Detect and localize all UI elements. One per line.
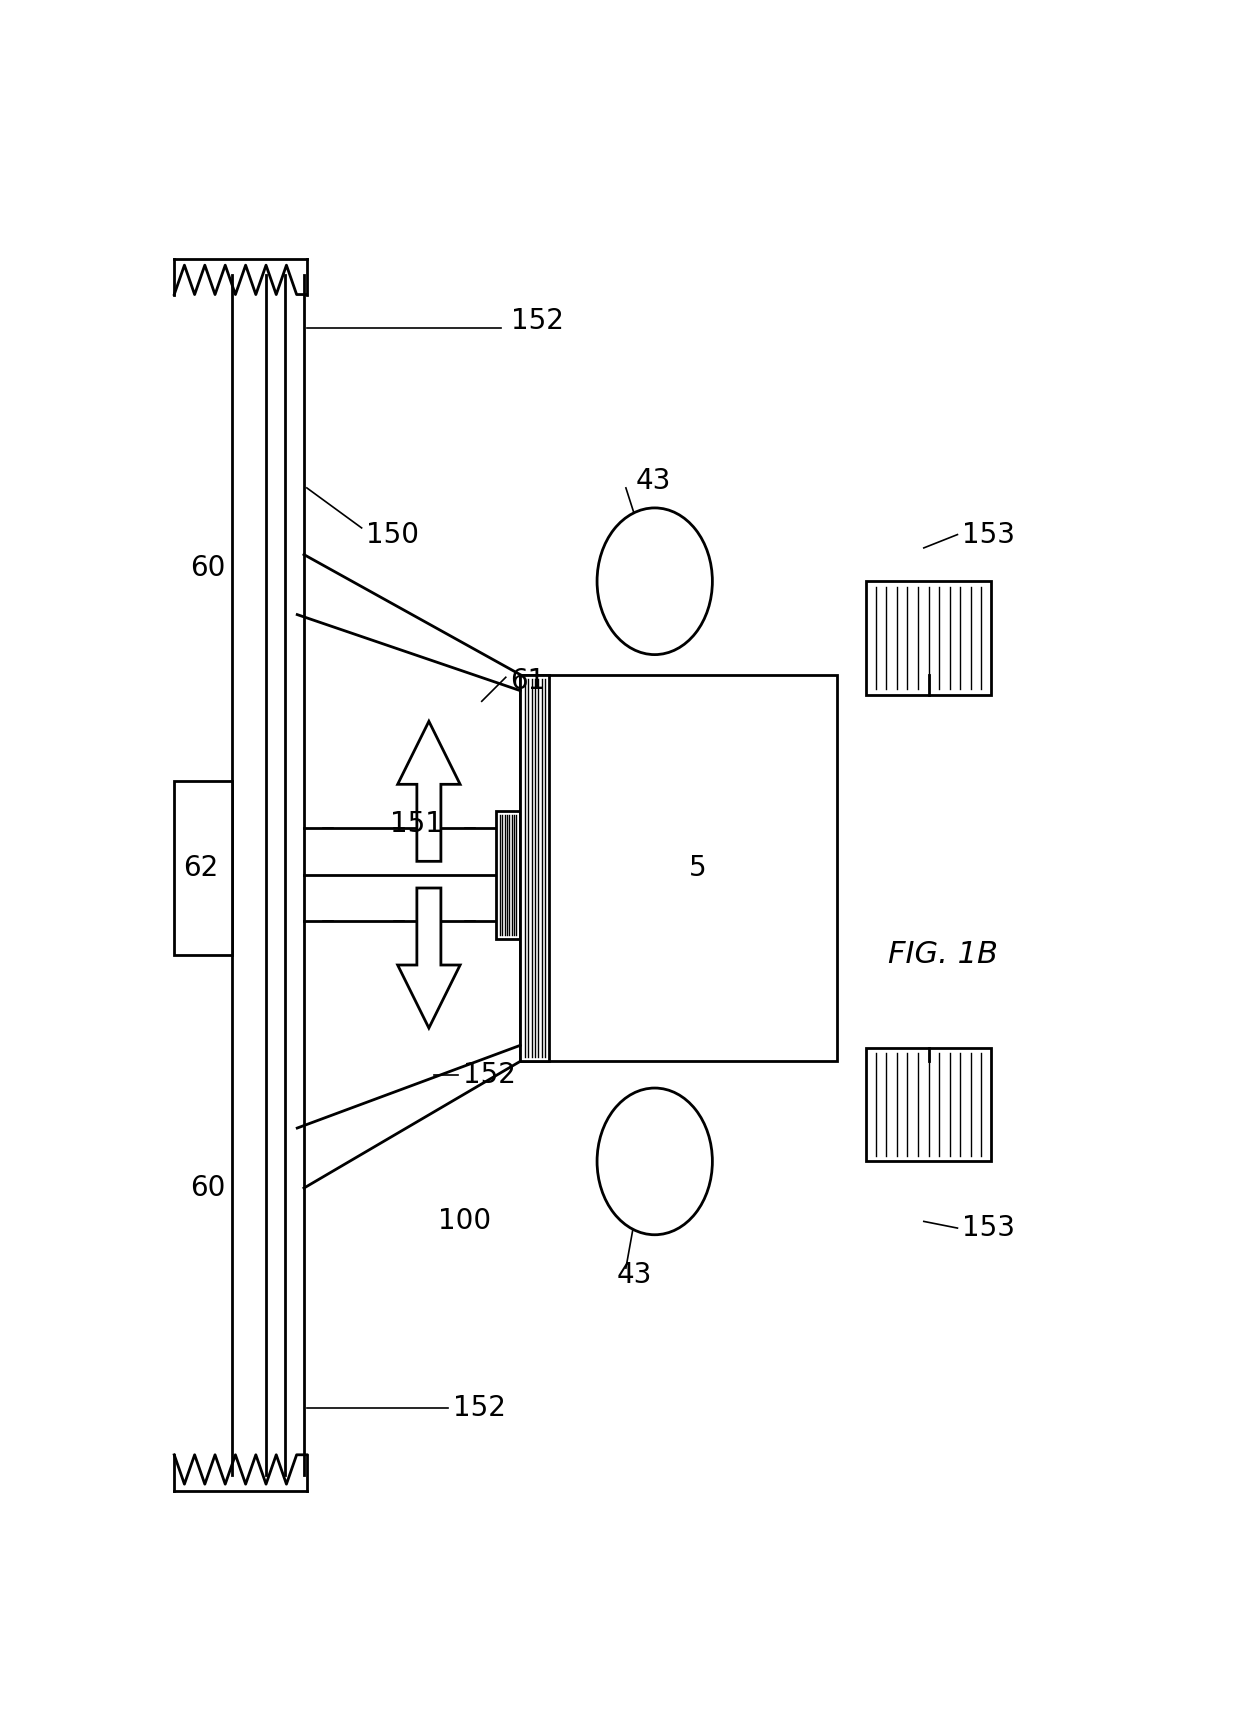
Text: 60: 60 (190, 554, 226, 582)
Text: 100: 100 (439, 1207, 491, 1235)
Text: 152: 152 (511, 307, 563, 336)
Polygon shape (398, 721, 460, 861)
Text: 60: 60 (190, 1174, 226, 1202)
Bar (174, 781, 232, 954)
Text: 62: 62 (184, 854, 218, 882)
Bar (521, 675, 549, 1062)
Ellipse shape (598, 507, 713, 655)
Text: 151: 151 (391, 811, 444, 838)
Text: FIG. 1B: FIG. 1B (888, 940, 998, 970)
Bar (866, 582, 991, 695)
Text: 153: 153 (962, 1214, 1016, 1242)
Ellipse shape (598, 1088, 713, 1235)
Text: 5: 5 (689, 854, 707, 882)
Text: 61: 61 (511, 667, 546, 695)
Text: 150: 150 (367, 521, 419, 549)
Text: 153: 153 (962, 521, 1016, 549)
Polygon shape (398, 889, 460, 1029)
Text: 152: 152 (463, 1060, 516, 1089)
Text: 43: 43 (616, 1261, 652, 1289)
Bar (866, 1048, 991, 1162)
Text: 43: 43 (635, 468, 671, 495)
Bar (521, 675, 837, 1062)
Text: 152: 152 (453, 1394, 506, 1422)
Bar (496, 811, 521, 939)
